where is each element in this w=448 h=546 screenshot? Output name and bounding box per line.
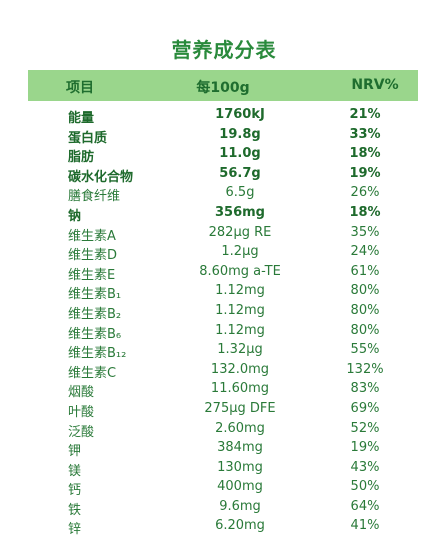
nutrient-name: 维生素B₁₂ [68, 346, 127, 362]
nutrient-nrv: 80% [350, 322, 380, 338]
nutrient-name: 维生素C [68, 365, 117, 381]
nutrient-nrv: 33% [349, 126, 381, 142]
nutrient-value: 1.12mg [215, 322, 265, 338]
nutrient-nrv: 80% [350, 302, 380, 318]
nutrient-name: 能量 [68, 111, 95, 126]
nutrient-name: 烟酸 [68, 385, 95, 401]
nutrient-nrv: 132% [346, 361, 384, 377]
nutrient-nrv: 64% [350, 498, 380, 514]
nutrient-value: 6.5g [225, 185, 255, 201]
nutrient-value: 400mg [217, 479, 263, 495]
nutrient-name: 维生素D [68, 248, 118, 264]
table-row: 维生素D 1.2μg 24% [0, 243, 448, 263]
table-header: 项目 每100g NRV% [28, 70, 418, 101]
nutrient-nrv: 52% [350, 420, 380, 436]
header-nrv: NRV% [351, 77, 399, 93]
nutrient-nrv: 83% [350, 381, 380, 397]
nutrient-value: 11.0g [219, 146, 261, 162]
nutrient-nrv: 55% [350, 342, 380, 358]
nutrient-value: 8.60mg a-TE [199, 263, 281, 279]
nutrient-name: 维生素E [68, 267, 116, 283]
table-row: 钙 400mg 50% [0, 478, 448, 498]
nutrient-name: 碳水化合物 [68, 169, 134, 185]
nutrient-value: 384mg [217, 440, 263, 456]
nutrient-nrv: 69% [350, 400, 380, 416]
nutrient-nrv: 24% [350, 244, 380, 260]
table-row: 钾 384mg 19% [0, 439, 448, 459]
page-title: 营养成分表 [171, 38, 277, 62]
nutrient-value: 1.2μg [221, 244, 259, 260]
nutrient-value: 11.60mg [210, 381, 270, 397]
nutrient-nrv: 18% [349, 146, 381, 162]
nutrient-name: 锌 [68, 522, 82, 538]
nutrient-name: 钾 [68, 444, 82, 460]
table-row: 镁 130mg 43% [0, 459, 448, 479]
nutrient-value: 1760kJ [215, 107, 265, 122]
header-item: 项目 [66, 80, 94, 96]
nutrient-name: 钙 [68, 483, 82, 499]
nutrient-nrv: 80% [350, 283, 380, 299]
header-per-100g: 每100g [196, 80, 250, 96]
nutrient-nrv: 26% [350, 185, 380, 201]
nutrient-value: 9.6mg [219, 498, 261, 514]
nutrient-value: 1.32μg [217, 342, 263, 358]
nutrient-nrv: 43% [350, 459, 380, 475]
table-row: 维生素C 132.0mg 132% [0, 361, 448, 381]
table-row: 泛酸 2.60mg 52% [0, 420, 448, 440]
table-row: 钠 356mg 18% [0, 204, 448, 224]
nutrient-nrv: 19% [349, 165, 381, 181]
table-row: 锌 6.20mg 41% [0, 517, 448, 537]
nutrition-table: 能量 1760kJ 21% 蛋白质 19.8g 33% 脂肪 11.0g 18% 碳水化合物 56.… [0, 106, 448, 537]
table-row: 维生素B₆ 1.12mg 80% [0, 322, 448, 342]
table-row: 烟酸 11.60mg 83% [0, 380, 448, 400]
nutrient-value: 19.8g [219, 126, 261, 142]
nutrient-value: 275μg DFE [204, 400, 276, 416]
table-row: 维生素B₁₂ 1.32μg 55% [0, 341, 448, 361]
nutrient-value: 1.12mg [215, 283, 265, 299]
nutrient-name: 维生素B₁ [68, 287, 122, 303]
nutrient-nrv: 19% [350, 440, 380, 456]
table-row: 膳食纤维 6.5g 26% [0, 184, 448, 204]
nutrient-value: 282μg RE [208, 224, 272, 240]
nutrient-value: 2.60mg [215, 420, 265, 436]
table-row: 能量 1760kJ 21% [0, 106, 448, 126]
nutrient-name: 维生素B₆ [68, 326, 122, 342]
nutrient-value: 56.7g [219, 165, 261, 181]
nutrient-value: 132.0mg [210, 361, 270, 377]
nutrient-name: 维生素A [68, 228, 116, 244]
table-row: 维生素E 8.60mg a-TE 61% [0, 263, 448, 283]
table-row: 维生素B₁ 1.12mg 80% [0, 282, 448, 302]
nutrient-name: 泛酸 [68, 424, 95, 440]
nutrient-name: 膳食纤维 [68, 189, 121, 205]
nutrient-name: 脂肪 [68, 150, 95, 166]
nutrient-name: 维生素B₂ [68, 306, 122, 322]
nutrient-nrv: 35% [350, 224, 380, 240]
nutrient-value: 6.20mg [215, 518, 265, 534]
nutrient-nrv: 18% [349, 204, 381, 220]
nutrient-nrv: 50% [350, 479, 380, 495]
nutrient-nrv: 61% [350, 263, 380, 279]
nutrient-name: 钠 [68, 208, 82, 224]
table-row: 叶酸 275μg DFE 69% [0, 400, 448, 420]
table-row: 维生素A 282μg RE 35% [0, 224, 448, 244]
nutrient-name: 蛋白质 [68, 130, 108, 146]
table-row: 蛋白质 19.8g 33% [0, 126, 448, 146]
nutrient-nrv: 41% [350, 518, 380, 534]
table-row: 脂肪 11.0g 18% [0, 145, 448, 165]
nutrient-value: 356mg [215, 204, 265, 220]
table-row: 维生素B₂ 1.12mg 80% [0, 302, 448, 322]
nutrient-value: 130mg [217, 459, 263, 475]
nutrient-name: 铁 [68, 502, 82, 518]
table-row: 碳水化合物 56.7g 19% [0, 165, 448, 185]
nutrient-nrv: 21% [349, 107, 381, 122]
nutrient-name: 镁 [68, 463, 82, 479]
table-row: 铁 9.6mg 64% [0, 498, 448, 518]
nutrient-value: 1.12mg [215, 302, 265, 318]
nutrient-name: 叶酸 [68, 404, 95, 420]
